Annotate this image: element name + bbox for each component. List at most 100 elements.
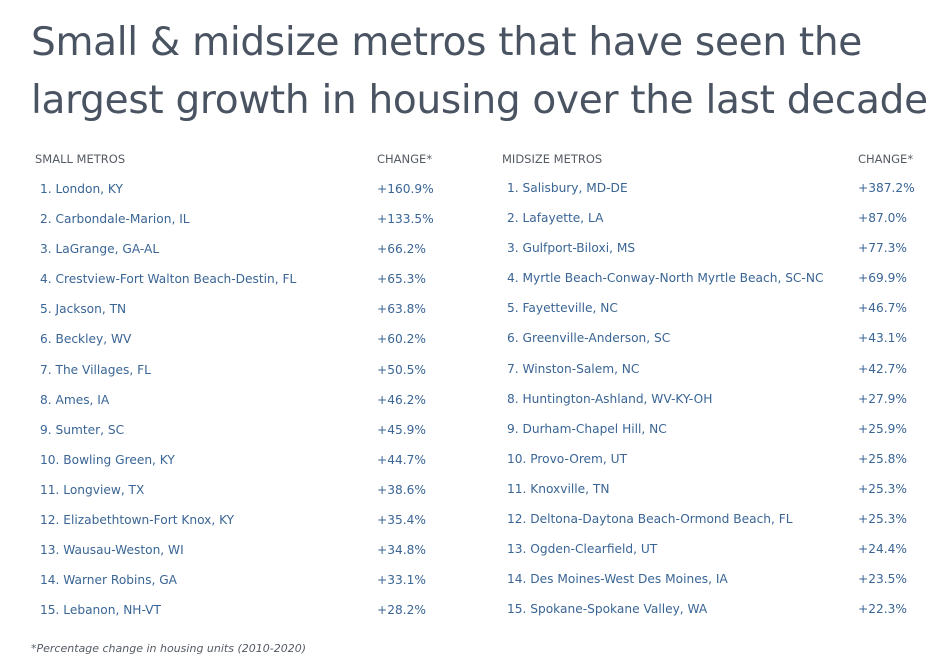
change-value: +45.9% <box>377 422 426 437</box>
table-row: 1. Salisbury, MD-DE +387.2% <box>502 181 922 211</box>
page-title: Small & midsize metros that have seen th… <box>31 20 928 123</box>
metro-name: 3. LaGrange, GA-AL <box>40 242 160 257</box>
metro-name: 2. Lafayette, LA <box>507 211 604 226</box>
table-row: 2. Lafayette, LA +87.0% <box>502 211 922 241</box>
change-value: +27.9% <box>858 391 907 406</box>
metro-name: 8. Huntington-Ashland, WV-KY-OH <box>507 391 713 406</box>
footnote: *Percentage change in housing units (201… <box>31 642 307 655</box>
change-value: +50.5% <box>377 362 426 377</box>
column-header-change: CHANGE* <box>858 152 914 166</box>
table-row: 8. Huntington-Ashland, WV-KY-OH +27.9% <box>502 392 922 422</box>
small-metros-table: SMALL METROS CHANGE* 1. London, KY +160.9… <box>35 152 455 633</box>
change-value: +133.5% <box>377 212 434 227</box>
metro-name: 1. Salisbury, MD-DE <box>507 181 628 195</box>
metro-name: 15. Lebanon, NH-VT <box>40 603 161 618</box>
change-value: +25.3% <box>858 481 907 496</box>
table-row: 12. Elizabethtown-Fort Knox, KY +35.4% <box>35 513 455 543</box>
metro-name: 6. Beckley, WV <box>40 332 132 347</box>
table-row: 14. Warner Robins, GA +33.1% <box>35 573 455 603</box>
metro-name: 4. Myrtle Beach-Conway-North Myrtle Beac… <box>507 271 824 286</box>
change-value: +66.2% <box>377 242 426 257</box>
metro-name: 13. Wausau-Weston, WI <box>40 543 184 558</box>
metro-name: 9. Sumter, SC <box>40 422 125 437</box>
metro-name: 5. Jackson, TN <box>40 302 127 317</box>
metro-name: 8. Ames, IA <box>40 392 110 407</box>
change-value: +23.5% <box>858 572 907 587</box>
table-row: 6. Greenville-Anderson, SC +43.1% <box>502 331 922 361</box>
table-row: 3. LaGrange, GA-AL +66.2% <box>35 242 455 272</box>
metro-name: 4. Crestview-Fort Walton Beach-Destin, F… <box>40 272 297 287</box>
change-value: +43.1% <box>858 331 907 346</box>
column-header-change: CHANGE* <box>377 152 433 166</box>
change-value: +63.8% <box>377 302 426 317</box>
table-row: 6. Beckley, WV +60.2% <box>35 332 455 362</box>
table-row: 4. Crestview-Fort Walton Beach-Destin, F… <box>35 272 455 302</box>
metro-name: 3. Gulfport-Biloxi, MS <box>507 241 636 256</box>
metro-name: 10. Bowling Green, KY <box>40 452 175 467</box>
table-row: 15. Lebanon, NH-VT +28.2% <box>35 603 455 633</box>
change-value: +24.4% <box>858 542 907 557</box>
table-body: 1. Salisbury, MD-DE +387.2% 2. Lafayette, … <box>502 181 922 632</box>
table-row: 10. Provo-Orem, UT +25.8% <box>502 452 922 482</box>
change-value: +65.3% <box>377 272 426 287</box>
change-value: +77.3% <box>858 241 907 256</box>
column-header-metro: SMALL METROS <box>35 152 126 166</box>
metro-name: 11. Longview, TX <box>40 482 145 497</box>
metro-name: 11. Knoxville, TN <box>507 481 610 496</box>
change-value: +35.4% <box>377 513 426 528</box>
metro-name: 7. The Villages, FL <box>40 362 151 377</box>
table-row: 4. Myrtle Beach-Conway-North Myrtle Beac… <box>502 271 922 301</box>
change-value: +387.2% <box>858 181 915 195</box>
change-value: +160.9% <box>377 182 434 196</box>
change-value: +46.2% <box>377 392 426 407</box>
table-row: 9. Sumter, SC +45.9% <box>35 423 455 453</box>
table-row: 11. Knoxville, TN +25.3% <box>502 482 922 512</box>
metro-name: 14. Warner Robins, GA <box>40 573 178 588</box>
metro-name: 5. Fayetteville, NC <box>507 301 618 316</box>
table-row: 1. London, KY +160.9% <box>35 182 455 212</box>
metro-name: 2. Carbondale-Marion, IL <box>40 212 190 227</box>
metro-name: 1. London, KY <box>40 182 123 196</box>
table-row: 9. Durham-Chapel Hill, NC +25.9% <box>502 422 922 452</box>
change-value: +38.6% <box>377 482 426 497</box>
table-header: MIDSIZE METROS CHANGE* <box>502 152 922 172</box>
metro-name: 6. Greenville-Anderson, SC <box>507 331 671 346</box>
table-row: 10. Bowling Green, KY +44.7% <box>35 453 455 483</box>
change-value: +60.2% <box>377 332 426 347</box>
change-value: +69.9% <box>858 271 907 286</box>
metro-name: 14. Des Moines-West Des Moines, IA <box>507 572 728 587</box>
table-row: 7. The Villages, FL +50.5% <box>35 363 455 393</box>
table-header: SMALL METROS CHANGE* <box>35 152 455 172</box>
change-value: +34.8% <box>377 543 426 558</box>
column-header-metro: MIDSIZE METROS <box>502 152 603 166</box>
table-row: 2. Carbondale-Marion, IL +133.5% <box>35 212 455 242</box>
table-row: 8. Ames, IA +46.2% <box>35 393 455 423</box>
metro-name: 12. Deltona-Daytona Beach-Ormond Beach, … <box>507 512 793 527</box>
table-row: 5. Jackson, TN +63.8% <box>35 302 455 332</box>
table-row: 13. Wausau-Weston, WI +34.8% <box>35 543 455 573</box>
change-value: +25.3% <box>858 512 907 527</box>
metro-name: 12. Elizabethtown-Fort Knox, KY <box>40 513 235 528</box>
change-value: +42.7% <box>858 361 907 376</box>
change-value: +25.9% <box>858 421 907 436</box>
metro-name: 7. Winston-Salem, NC <box>507 361 640 376</box>
table-row: 11. Longview, TX +38.6% <box>35 483 455 513</box>
table-row: 3. Gulfport-Biloxi, MS +77.3% <box>502 241 922 271</box>
metro-name: 9. Durham-Chapel Hill, NC <box>507 421 667 436</box>
table-body: 1. London, KY +160.9% 2. Carbondale-Marion… <box>35 182 455 633</box>
change-value: +25.8% <box>858 451 907 466</box>
metro-name: 13. Ogden-Clearfield, UT <box>507 542 658 557</box>
metro-name: 15. Spokane-Spokane Valley, WA <box>507 602 708 617</box>
midsize-metros-table: MIDSIZE METROS CHANGE* 1. Salisbury, MD-… <box>502 152 922 632</box>
table-row: 13. Ogden-Clearfield, UT +24.4% <box>502 542 922 572</box>
table-row: 5. Fayetteville, NC +46.7% <box>502 301 922 331</box>
metro-name: 10. Provo-Orem, UT <box>507 451 628 466</box>
change-value: +46.7% <box>858 301 907 316</box>
change-value: +22.3% <box>858 602 907 617</box>
table-row: 12. Deltona-Daytona Beach-Ormond Beach, … <box>502 512 922 542</box>
change-value: +33.1% <box>377 573 426 588</box>
table-row: 15. Spokane-Spokane Valley, WA +22.3% <box>502 602 922 632</box>
change-value: +87.0% <box>858 211 907 226</box>
table-row: 14. Des Moines-West Des Moines, IA +23.5% <box>502 572 922 602</box>
table-row: 7. Winston-Salem, NC +42.7% <box>502 362 922 392</box>
